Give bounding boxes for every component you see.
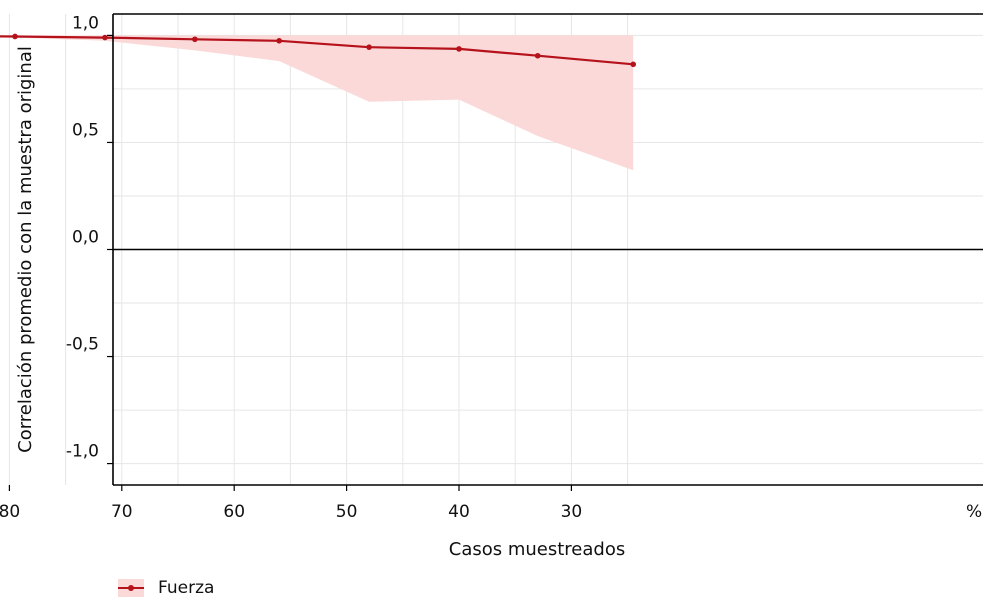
- x-axis-title: Casos muestreados: [449, 539, 625, 560]
- data-point: [12, 33, 18, 40]
- x-axis-unit: %: [966, 502, 982, 522]
- x-tick-label: 50: [336, 502, 358, 522]
- y-tick-label: 0,5: [72, 120, 99, 140]
- x-tick-label: 30: [561, 502, 583, 522]
- data-point: [192, 36, 198, 43]
- y-tick-label: 0,0: [72, 228, 99, 248]
- series-line: [0, 35, 634, 66]
- legend: Fuerza: [118, 578, 214, 598]
- legend-marker: [128, 585, 134, 591]
- y-axis-ticks: 1,0 0,5 0,0 -0,5 -1,0: [66, 13, 113, 465]
- band-area: [0, 35, 634, 171]
- legend-label-fuerza: Fuerza: [158, 578, 215, 598]
- y-tick-label: -1,0: [66, 442, 99, 462]
- y-axis-title: Correlación promedio con la muestra orig…: [15, 46, 36, 453]
- legend-swatch-fuerza: [118, 579, 144, 597]
- series-fuerza: [0, 33, 637, 68]
- y-tick-label: 1,0: [72, 13, 99, 33]
- data-point: [276, 37, 282, 44]
- confidence-band: [0, 35, 634, 171]
- data-point: [456, 46, 462, 52]
- x-tick-label: 70: [111, 502, 133, 522]
- x-axis-ticks: 90807060504030: [0, 485, 582, 522]
- data-point: [366, 44, 372, 50]
- y-tick-label: -0,5: [66, 335, 99, 355]
- data-point: [102, 34, 108, 41]
- x-tick-label: 60: [223, 502, 245, 522]
- x-tick-label: 40: [448, 502, 470, 522]
- data-point: [534, 52, 541, 59]
- x-tick-label: 80: [0, 502, 20, 522]
- data-point: [630, 61, 637, 68]
